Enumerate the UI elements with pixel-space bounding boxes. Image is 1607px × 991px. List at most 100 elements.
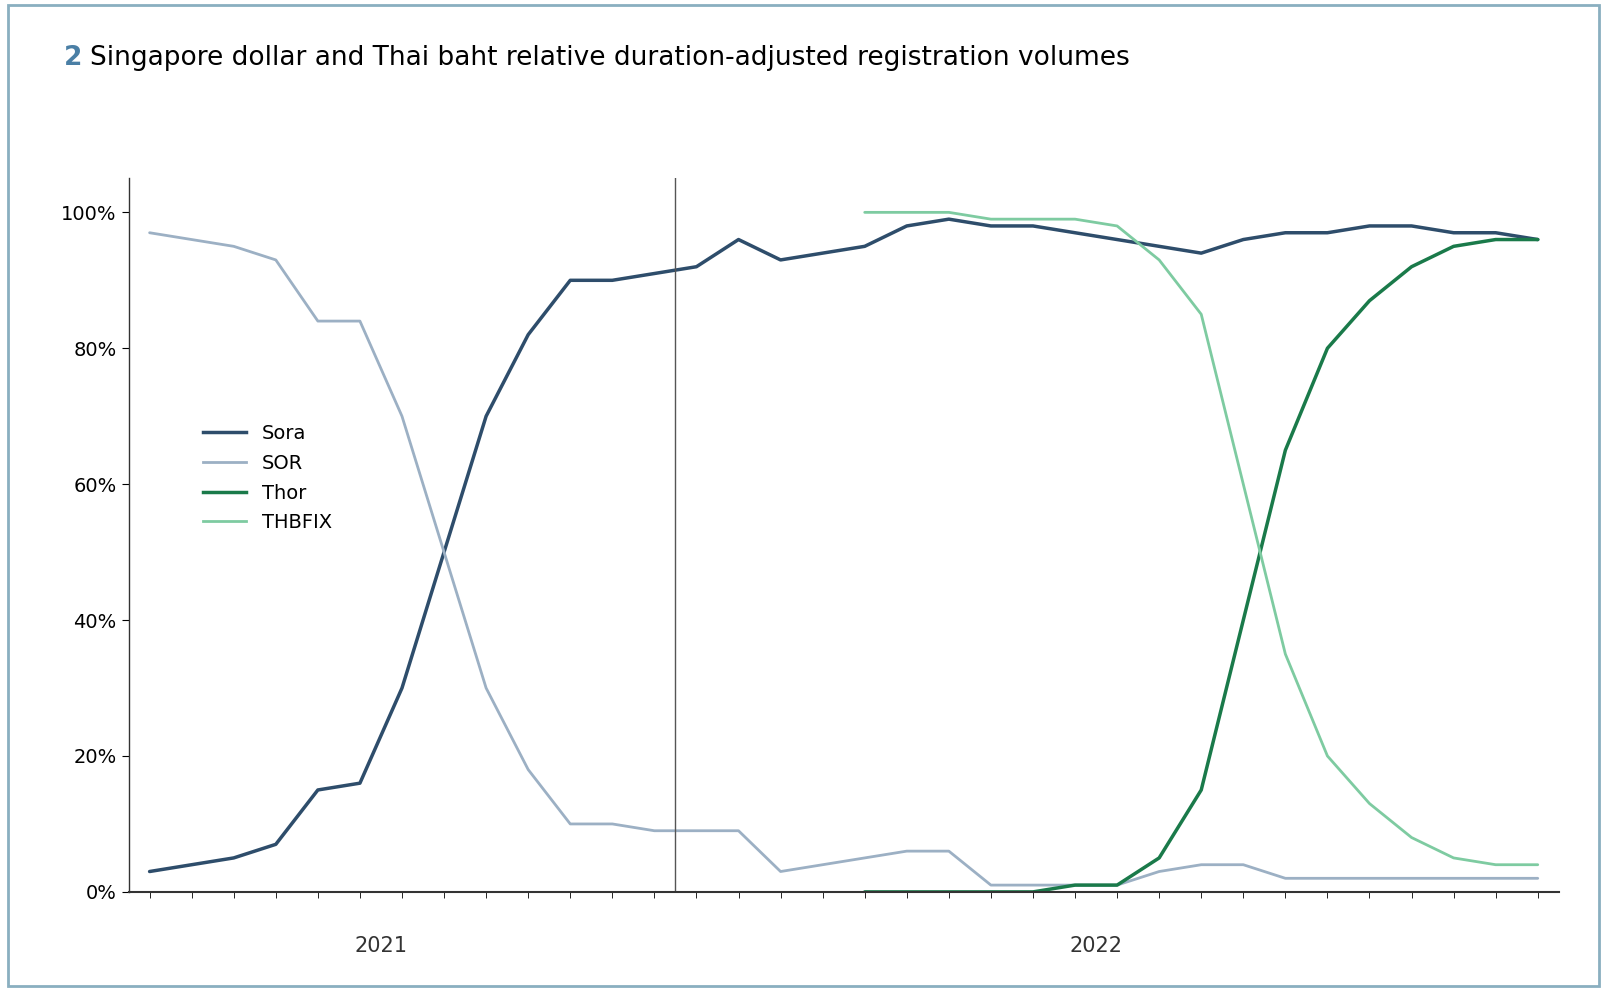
- Legend: Sora, SOR, Thor, THBFIX: Sora, SOR, Thor, THBFIX: [196, 416, 339, 540]
- Sora: [140, 865, 159, 877]
- Sora: [350, 777, 370, 789]
- Sora: [1107, 234, 1127, 246]
- Sora: [855, 241, 874, 253]
- SOR: [1318, 872, 1337, 884]
- Line: Sora: Sora: [149, 219, 1538, 871]
- Line: THBFIX: THBFIX: [865, 212, 1538, 865]
- THBFIX: [1401, 831, 1421, 843]
- Sora: [392, 682, 411, 694]
- Sora: [434, 546, 453, 558]
- SOR: [982, 879, 1001, 891]
- THBFIX: [1528, 859, 1548, 871]
- Sora: [1401, 220, 1421, 232]
- Sora: [1065, 227, 1085, 239]
- SOR: [392, 410, 411, 422]
- SOR: [350, 315, 370, 327]
- Line: Thor: Thor: [865, 240, 1538, 892]
- SOR: [730, 825, 749, 836]
- SOR: [223, 241, 243, 253]
- THBFIX: [1276, 648, 1295, 660]
- THBFIX: [1024, 213, 1043, 225]
- Thor: [982, 886, 1001, 898]
- Text: 2022: 2022: [1070, 936, 1123, 956]
- Line: SOR: SOR: [149, 233, 1538, 885]
- SOR: [519, 764, 538, 776]
- THBFIX: [982, 213, 1001, 225]
- Thor: [1276, 444, 1295, 456]
- Thor: [938, 886, 958, 898]
- Sora: [1528, 234, 1548, 246]
- SOR: [1024, 879, 1043, 891]
- Sora: [771, 254, 791, 266]
- Thor: [1065, 879, 1085, 891]
- SOR: [182, 234, 201, 246]
- Sora: [982, 220, 1001, 232]
- SOR: [1276, 872, 1295, 884]
- SOR: [1149, 865, 1168, 877]
- Sora: [1276, 227, 1295, 239]
- Sora: [1149, 241, 1168, 253]
- SOR: [1445, 872, 1464, 884]
- SOR: [561, 818, 580, 829]
- SOR: [1065, 879, 1085, 891]
- THBFIX: [1149, 254, 1168, 266]
- Thor: [855, 886, 874, 898]
- THBFIX: [1360, 798, 1379, 810]
- SOR: [897, 845, 916, 857]
- SOR: [1486, 872, 1506, 884]
- SOR: [476, 682, 495, 694]
- Sora: [476, 410, 495, 422]
- SOR: [1401, 872, 1421, 884]
- Sora: [686, 261, 705, 273]
- SOR: [140, 227, 159, 239]
- SOR: [1528, 872, 1548, 884]
- Sora: [309, 784, 328, 796]
- THBFIX: [1234, 479, 1253, 491]
- Thor: [1528, 234, 1548, 246]
- SOR: [686, 825, 705, 836]
- THBFIX: [1065, 213, 1085, 225]
- Text: 2021: 2021: [355, 936, 408, 956]
- SOR: [1107, 879, 1127, 891]
- Text: 2: 2: [64, 45, 82, 70]
- THBFIX: [1107, 220, 1127, 232]
- Sora: [730, 234, 749, 246]
- SOR: [813, 859, 832, 871]
- SOR: [938, 845, 958, 857]
- SOR: [309, 315, 328, 327]
- Sora: [813, 247, 832, 259]
- Sora: [1234, 234, 1253, 246]
- THBFIX: [897, 206, 916, 218]
- THBFIX: [1486, 859, 1506, 871]
- SOR: [434, 546, 453, 558]
- Thor: [1445, 241, 1464, 253]
- Sora: [1486, 227, 1506, 239]
- Thor: [1318, 342, 1337, 354]
- Thor: [897, 886, 916, 898]
- SOR: [1360, 872, 1379, 884]
- SOR: [771, 865, 791, 877]
- Sora: [603, 275, 622, 286]
- SOR: [603, 818, 622, 829]
- SOR: [644, 825, 664, 836]
- SOR: [855, 852, 874, 864]
- Sora: [1360, 220, 1379, 232]
- Sora: [1445, 227, 1464, 239]
- Thor: [1192, 784, 1212, 796]
- Sora: [1024, 220, 1043, 232]
- Thor: [1107, 879, 1127, 891]
- Thor: [1234, 614, 1253, 626]
- Sora: [561, 275, 580, 286]
- THBFIX: [938, 206, 958, 218]
- Sora: [223, 852, 243, 864]
- Thor: [1024, 886, 1043, 898]
- THBFIX: [855, 206, 874, 218]
- Thor: [1401, 261, 1421, 273]
- Sora: [519, 329, 538, 341]
- SOR: [1192, 859, 1212, 871]
- SOR: [1234, 859, 1253, 871]
- THBFIX: [1318, 750, 1337, 762]
- Thor: [1360, 294, 1379, 306]
- Sora: [1192, 247, 1212, 259]
- Sora: [644, 268, 664, 279]
